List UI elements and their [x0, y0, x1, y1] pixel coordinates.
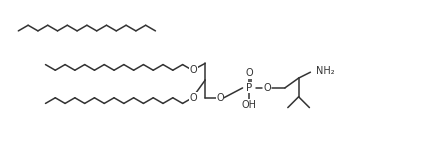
Text: O: O	[190, 65, 197, 75]
Text: OH: OH	[242, 100, 257, 110]
Text: P: P	[246, 83, 252, 93]
Text: O: O	[216, 93, 224, 103]
Text: O: O	[190, 93, 197, 103]
Text: NH₂: NH₂	[316, 66, 334, 76]
Text: O: O	[263, 83, 271, 93]
Text: O: O	[246, 68, 253, 78]
